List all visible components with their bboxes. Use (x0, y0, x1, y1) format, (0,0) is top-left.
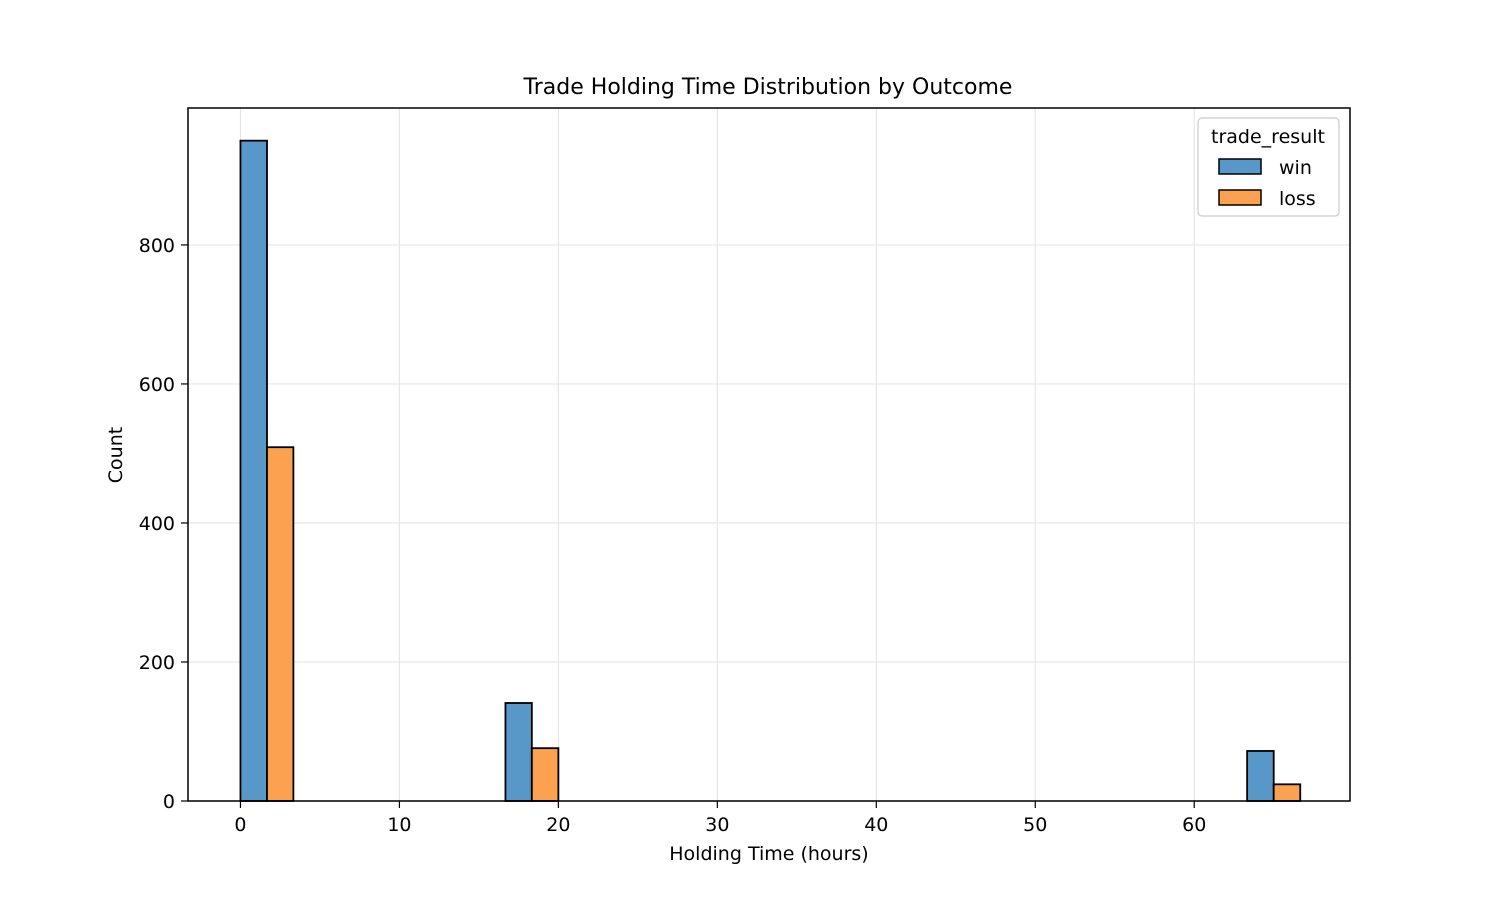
y-tick-label: 600 (139, 374, 175, 396)
x-tick-label: 50 (1023, 814, 1047, 836)
x-tick-label: 10 (387, 814, 411, 836)
bar-loss (530, 747, 560, 802)
x-tick-label: 60 (1182, 814, 1206, 836)
x-tick-label: 20 (546, 814, 570, 836)
x-tick-label: 0 (234, 814, 246, 836)
bars (239, 139, 1302, 802)
x-axis-label: Holding Time (hours) (669, 843, 868, 865)
y-axis-label: Count (105, 427, 127, 483)
y-tick-label: 400 (139, 513, 175, 535)
legend-swatch-win (1218, 158, 1262, 175)
y-tick-label: 0 (163, 791, 175, 813)
legend-label-loss: loss (1279, 188, 1316, 210)
bar-loss (1272, 783, 1302, 802)
x-tick-label: 30 (705, 814, 729, 836)
chart-title: Trade Holding Time Distribution by Outco… (523, 75, 1013, 100)
bar-loss (266, 446, 295, 802)
grid-lines (188, 108, 1350, 802)
legend-title: trade_result (1211, 126, 1325, 148)
y-tick-label: 800 (139, 235, 175, 257)
legend-swatch-loss (1218, 189, 1262, 206)
legend-label-win: win (1279, 157, 1312, 179)
x-tick-label: 40 (864, 814, 888, 836)
legend: trade_result win loss (1197, 117, 1340, 217)
bar-win (1246, 750, 1275, 802)
plot-frame (187, 107, 1351, 802)
bar-win (239, 139, 268, 802)
bar-win (504, 702, 533, 802)
y-tick-label: 200 (139, 652, 175, 674)
